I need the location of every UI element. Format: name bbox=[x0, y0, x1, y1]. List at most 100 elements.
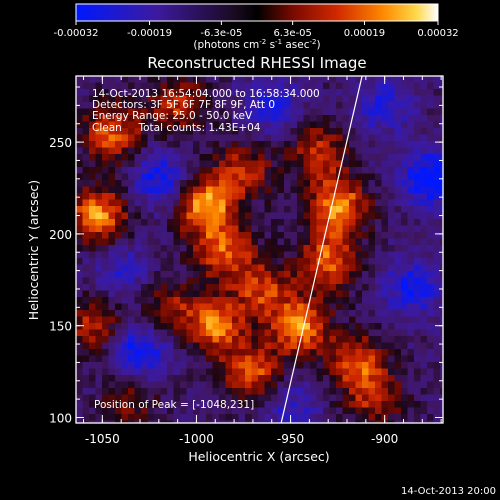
heatmap-cell bbox=[264, 193, 272, 200]
heatmap-cell bbox=[316, 394, 324, 402]
heatmap-cell bbox=[238, 368, 246, 376]
heatmap-cell bbox=[108, 82, 116, 90]
heatmap-cell bbox=[349, 232, 356, 239]
heatmap-cell bbox=[375, 186, 382, 194]
heatmap-cell bbox=[180, 336, 187, 343]
heatmap-cell bbox=[121, 160, 129, 168]
heatmap-cell bbox=[193, 381, 200, 389]
heatmap-cell bbox=[310, 258, 317, 265]
heatmap-cell bbox=[225, 95, 233, 103]
heatmap-cell bbox=[219, 323, 226, 330]
heatmap-cell bbox=[381, 199, 389, 207]
heatmap-cell bbox=[232, 193, 239, 200]
heatmap-cell bbox=[342, 264, 350, 272]
heatmap-cell bbox=[89, 362, 96, 369]
heatmap-cell bbox=[206, 258, 213, 265]
heatmap-cell bbox=[76, 316, 83, 324]
heatmap-cell bbox=[440, 108, 443, 116]
heatmap-cell bbox=[180, 141, 187, 148]
heatmap-cell bbox=[82, 160, 90, 168]
heatmap-cell bbox=[427, 212, 434, 220]
heatmap-cell bbox=[297, 115, 304, 122]
heatmap-cell bbox=[134, 102, 142, 109]
heatmap-cell bbox=[76, 180, 83, 187]
heatmap-cell bbox=[76, 323, 83, 330]
heatmap-cell bbox=[420, 251, 428, 259]
heatmap-cell bbox=[414, 329, 421, 337]
heatmap-cell bbox=[388, 134, 395, 142]
heatmap-cell bbox=[147, 414, 155, 421]
heatmap-cell bbox=[336, 414, 343, 421]
heatmap-cell bbox=[349, 323, 356, 330]
heatmap-cell bbox=[375, 323, 382, 330]
heatmap-cell bbox=[173, 368, 181, 376]
heatmap-cell bbox=[414, 147, 421, 155]
heatmap-cell bbox=[251, 115, 259, 122]
heatmap-cell bbox=[394, 180, 402, 187]
heatmap-cell bbox=[401, 89, 408, 96]
heatmap-cell bbox=[199, 258, 207, 265]
heatmap-cell bbox=[193, 102, 200, 109]
heatmap-cell bbox=[427, 115, 434, 122]
heatmap-cell bbox=[89, 388, 96, 395]
heatmap-cell bbox=[219, 186, 226, 194]
heatmap-cell bbox=[180, 342, 187, 350]
heatmap-cell bbox=[264, 401, 272, 408]
heatmap-cell bbox=[362, 147, 369, 155]
heatmap-cell bbox=[355, 206, 363, 213]
heatmap-cell bbox=[362, 225, 369, 233]
heatmap-cell bbox=[212, 232, 220, 239]
heatmap-cell bbox=[310, 271, 317, 278]
heatmap-cell bbox=[76, 329, 83, 337]
heatmap-cell bbox=[401, 394, 408, 402]
heatmap-cell bbox=[167, 264, 174, 272]
heatmap-cell bbox=[219, 134, 226, 142]
heatmap-cell bbox=[284, 316, 291, 324]
heatmap-cell bbox=[251, 375, 259, 382]
heatmap-cell bbox=[212, 219, 220, 226]
heatmap-cell bbox=[440, 290, 443, 298]
heatmap-cell bbox=[349, 355, 356, 363]
heatmap-cell bbox=[199, 212, 207, 220]
heatmap-cell bbox=[323, 76, 330, 83]
heatmap-cell bbox=[271, 251, 278, 259]
heatmap-cell bbox=[186, 355, 194, 363]
heatmap-cell bbox=[232, 238, 239, 246]
heatmap-cell bbox=[206, 76, 213, 83]
heatmap-cell bbox=[141, 167, 148, 174]
heatmap-cell bbox=[134, 206, 142, 213]
heatmap-cell bbox=[407, 407, 415, 415]
heatmap-cell bbox=[388, 95, 395, 103]
heatmap-cell bbox=[167, 225, 174, 233]
heatmap-cell bbox=[290, 82, 298, 90]
heatmap-cell bbox=[160, 251, 168, 259]
heatmap-cell bbox=[102, 115, 109, 122]
heatmap-cell bbox=[420, 82, 428, 90]
heatmap-cell bbox=[199, 349, 207, 356]
heatmap-cell bbox=[128, 82, 135, 90]
heatmap-cell bbox=[329, 381, 337, 389]
heatmap-cell bbox=[167, 284, 174, 291]
heatmap-cell bbox=[193, 394, 200, 402]
heatmap-cell bbox=[95, 238, 103, 246]
heatmap-cell bbox=[433, 290, 441, 298]
heatmap-cell bbox=[394, 271, 402, 278]
heatmap-cell bbox=[290, 277, 298, 285]
heatmap-cell bbox=[323, 206, 330, 213]
heatmap-cell bbox=[154, 238, 161, 246]
heatmap-cell bbox=[82, 108, 90, 116]
heatmap-cell bbox=[219, 271, 226, 278]
heatmap-cell bbox=[193, 186, 200, 194]
heatmap-cell bbox=[212, 316, 220, 324]
heatmap-cell bbox=[95, 349, 103, 356]
heatmap-cell bbox=[336, 76, 343, 83]
heatmap-cell bbox=[427, 199, 434, 207]
heatmap-cell bbox=[160, 160, 168, 168]
heatmap-cell bbox=[401, 368, 408, 376]
heatmap-cell bbox=[95, 121, 103, 129]
heatmap-cell bbox=[154, 199, 161, 207]
heatmap-cell bbox=[420, 316, 428, 324]
heatmap-cell bbox=[427, 381, 434, 389]
heatmap-cell bbox=[349, 128, 356, 135]
heatmap-cell bbox=[310, 284, 317, 291]
